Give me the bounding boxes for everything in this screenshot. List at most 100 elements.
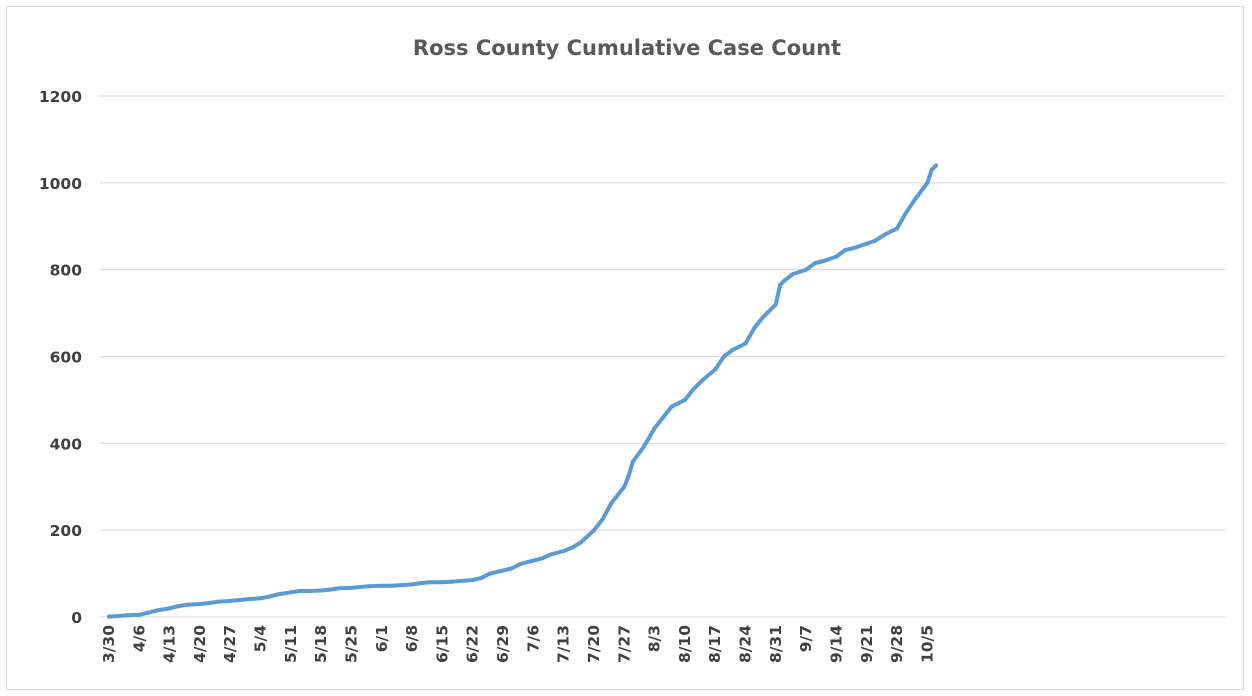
data-point [626, 473, 631, 478]
data-point [821, 259, 826, 263]
data-point [146, 610, 150, 615]
x-tick-label: 10/5 [918, 625, 936, 663]
data-point [176, 604, 181, 609]
data-point [197, 602, 202, 606]
data-point [804, 267, 809, 272]
data-point [834, 254, 839, 259]
data-point [600, 517, 605, 522]
data-point [760, 315, 765, 320]
data-point [267, 594, 272, 599]
x-tick-label: 6/22 [464, 625, 482, 663]
data-point [336, 586, 341, 591]
data-point [925, 180, 930, 185]
data-point [418, 581, 423, 586]
x-tick-label: 4/6 [130, 625, 148, 652]
data-point [154, 608, 159, 613]
data-point [297, 589, 302, 593]
y-tick-label: 1000 [39, 175, 82, 193]
data-point [470, 578, 475, 583]
data-point [622, 484, 627, 489]
data-point [540, 556, 544, 561]
chart-frame: Ross County Cumulative Case Count 0 200 40… [6, 6, 1244, 690]
data-point [258, 596, 263, 601]
data-point [410, 582, 415, 587]
data-point [501, 568, 505, 573]
data-point [457, 579, 462, 583]
data-point [652, 426, 657, 431]
x-tick-label: 4/20 [191, 625, 209, 663]
data-point [713, 367, 718, 372]
data-point [427, 580, 432, 585]
data-point [388, 583, 393, 588]
data-point [682, 397, 687, 402]
data-point [895, 226, 900, 231]
x-tick-label: 6/15 [433, 625, 451, 663]
data-point [288, 590, 293, 595]
data-point [479, 575, 484, 580]
data-point [752, 326, 757, 331]
x-tick-label: 8/3 [646, 625, 664, 652]
data-point [327, 587, 332, 592]
data-point [661, 415, 666, 420]
data-point [643, 441, 648, 446]
x-axis: 3/30 4/6 4/13 4/20 4/27 5/4 5/11 5/18 5/25 6/1 6/8… [100, 625, 936, 663]
data-point [509, 566, 514, 571]
data-point [184, 602, 189, 607]
data-point [561, 549, 566, 553]
x-tick-label: 3/30 [100, 625, 118, 663]
data-point [691, 387, 696, 392]
data-point [791, 272, 796, 276]
data-point [592, 528, 596, 533]
data-point [397, 583, 402, 588]
y-axis: 0 200 400 600 800 1000 1200 [39, 88, 82, 627]
data-point [349, 585, 354, 590]
data-point [903, 211, 908, 216]
data-point [812, 261, 817, 266]
data-point [228, 598, 233, 603]
chart-title: Ross County Cumulative Case Count [413, 36, 841, 60]
x-tick-label: 9/14 [827, 625, 845, 663]
data-point [773, 302, 778, 307]
data-point [778, 282, 783, 287]
y-tick-label: 400 [50, 435, 83, 453]
data-point [782, 278, 787, 283]
data-point [379, 583, 384, 588]
x-tick-label: 8/24 [737, 625, 755, 663]
data-point [743, 341, 748, 346]
data-point [851, 246, 856, 250]
x-tick-label: 8/10 [676, 625, 694, 663]
data-point [488, 571, 492, 576]
data-point [873, 238, 878, 243]
series-line [107, 163, 938, 619]
x-tick-label: 5/25 [342, 625, 360, 663]
gridlines [100, 95, 1225, 618]
data-point [449, 579, 454, 584]
x-tick-label: 9/7 [797, 625, 815, 652]
x-tick-label: 5/11 [282, 625, 300, 663]
x-tick-label: 6/8 [403, 625, 421, 652]
x-tick-label: 9/28 [888, 625, 906, 663]
x-tick-label: 9/21 [858, 625, 876, 663]
data-point [124, 613, 129, 618]
data-point [358, 585, 363, 589]
series [107, 163, 938, 619]
x-tick-label: 5/18 [312, 625, 330, 663]
line-chart: Ross County Cumulative Case Count 0 200 40… [39, 36, 1225, 663]
data-point [609, 501, 614, 506]
data-point [864, 241, 869, 246]
y-tick-label: 1200 [39, 88, 82, 106]
data-point [115, 614, 120, 619]
x-tick-label: 4/13 [161, 625, 179, 663]
data-point [579, 540, 583, 545]
x-tick-label: 7/13 [555, 625, 573, 663]
x-tick-label: 7/27 [615, 625, 633, 663]
data-point [721, 354, 726, 359]
data-point [929, 167, 934, 172]
data-point [531, 558, 536, 563]
data-point [275, 592, 280, 597]
y-tick-label: 600 [50, 349, 83, 367]
x-tick-label: 7/6 [524, 625, 542, 652]
data-point [630, 459, 635, 464]
data-point [236, 598, 241, 603]
y-tick-label: 800 [50, 262, 83, 280]
